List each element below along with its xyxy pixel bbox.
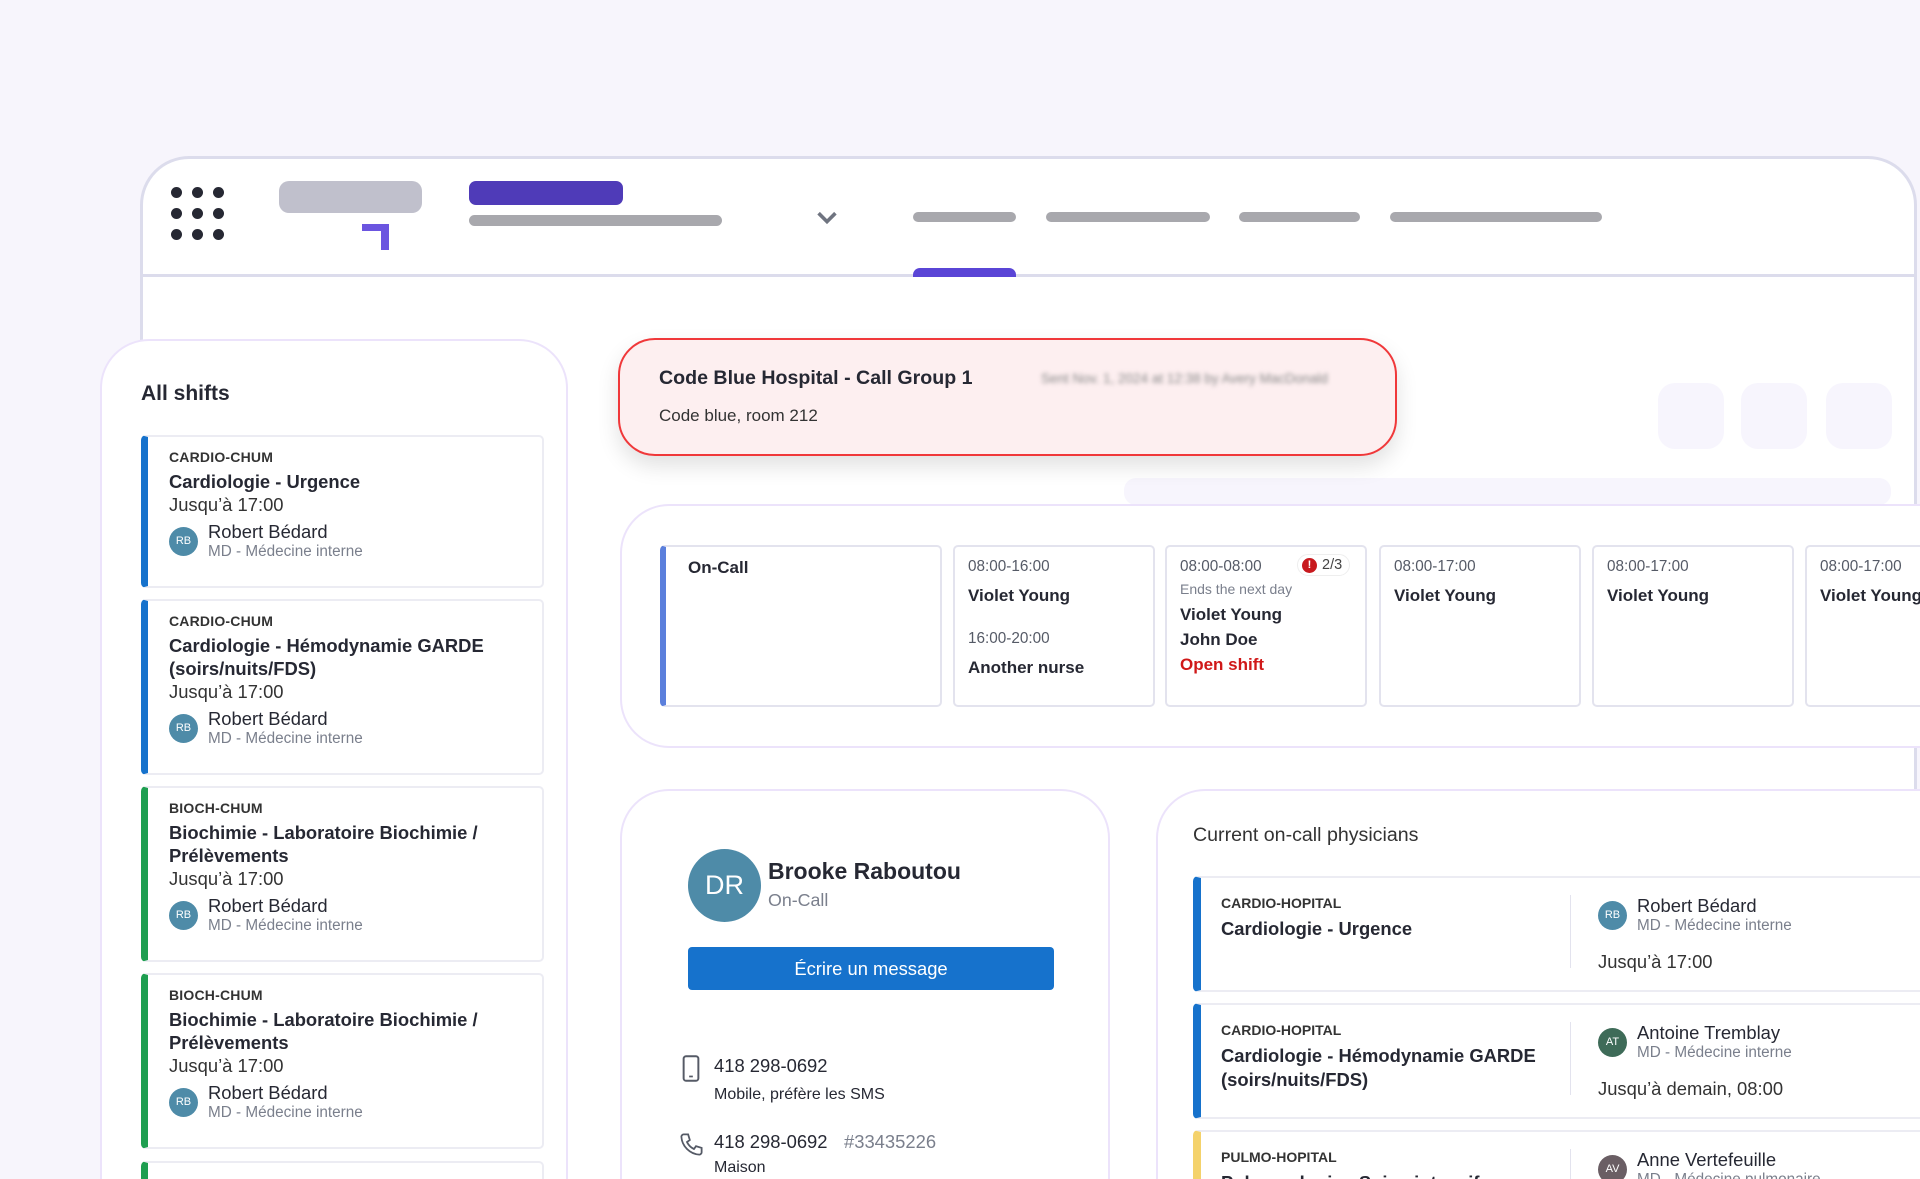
shift-card[interactable]: BIOCH-CHUM Biochimie - Laboratoire Bioch… xyxy=(141,973,544,1149)
on-call-until: Jusqu’à 17:00 xyxy=(1598,951,1713,972)
service-code: PULMO-HOPITAL xyxy=(1221,1149,1337,1165)
nav-tab-3[interactable] xyxy=(1239,212,1360,222)
shift-code: CARDIO-CHUM xyxy=(169,613,274,629)
divider xyxy=(1570,1149,1571,1179)
corner-marker-icon xyxy=(362,224,389,250)
service-code: CARDIO-HOPITAL xyxy=(1221,1022,1342,1038)
physician-role: MD - Médecine interne xyxy=(208,730,363,747)
service-title: Pulmonologie - Soins intensifs xyxy=(1221,1171,1551,1179)
physician-name: Robert Bédard xyxy=(1637,895,1757,916)
physician-name: Robert Bédard xyxy=(208,708,328,729)
row-label: On-Call xyxy=(688,558,749,577)
shift-until: Jusqu’à 17:00 xyxy=(169,494,284,515)
shift-until: Jusqu’à 17:00 xyxy=(169,681,284,702)
open-shift[interactable]: Open shift xyxy=(1180,655,1265,674)
shift-until: Jusqu’à 17:00 xyxy=(169,868,284,889)
physician-role: MD - Médecine interne xyxy=(208,543,363,560)
chevron-down-icon[interactable] xyxy=(815,206,839,230)
shift-code: BIOCH-CHUM xyxy=(169,800,263,816)
contact-status: On-Call xyxy=(768,890,829,910)
toolbar-button-1[interactable] xyxy=(1658,383,1724,449)
shift-cell[interactable]: 08:00-17:00 Violet Young xyxy=(1805,545,1920,707)
shift-title: Biochimie - Laboratoire Biochimie / Prél… xyxy=(169,1009,478,1053)
shift-card[interactable] xyxy=(141,1161,544,1179)
alert-title: Code Blue Hospital - Call Group 1 xyxy=(659,367,973,389)
physician-name: Robert Bédard xyxy=(208,521,328,542)
shift-cell[interactable]: 08:00-17:00 Violet Young xyxy=(1379,545,1581,707)
service-title: Cardiologie - Hémodynamie GARDE (soirs/n… xyxy=(1221,1045,1536,1090)
physician-role: MD - Médecine interne xyxy=(208,1104,363,1121)
alert-icon: ! xyxy=(1302,557,1317,573)
shift-title: Cardiologie - Hémodynamie GARDE (soirs/n… xyxy=(169,635,484,679)
physician-role: MD - Médecine pulmonaire xyxy=(1637,1171,1821,1179)
avatar: RB xyxy=(1598,900,1627,930)
physician-name: Anne Vertefeuille xyxy=(1637,1149,1777,1170)
phone-icon xyxy=(678,1131,705,1163)
physician-row[interactable]: PULMO-HOPITAL Pulmonologie - Soins inten… xyxy=(1193,1130,1920,1179)
all-shifts-title: All shifts xyxy=(141,382,230,405)
shift-until: Jusqu’à 17:00 xyxy=(169,1055,284,1076)
shift-cell[interactable]: 08:00-17:00 Violet Young xyxy=(1592,545,1794,707)
physician-role: MD - Médecine interne xyxy=(1637,1044,1792,1061)
avatar: AT xyxy=(1598,1027,1627,1057)
shift-cell[interactable]: 08:00-16:00 Violet Young 16:00-20:00 Ano… xyxy=(953,545,1155,707)
physician-role: MD - Médecine interne xyxy=(1637,917,1792,934)
service-code: CARDIO-HOPITAL xyxy=(1221,895,1342,911)
physician-role: MD - Médecine interne xyxy=(208,917,363,934)
nav-tab-1[interactable] xyxy=(913,212,1016,222)
on-call-until: Jusqu’à demain, 08:00 xyxy=(1598,1078,1784,1099)
divider xyxy=(1570,1022,1571,1095)
code-blue-alert[interactable]: Code Blue Hospital - Call Group 1 Sent N… xyxy=(618,338,1397,456)
home-number[interactable]: 418 298-0692 xyxy=(714,1131,828,1152)
physician-name: Antoine Tremblay xyxy=(1637,1022,1781,1043)
physician-row[interactable]: CARDIO-HOPITAL Cardiologie - Urgence RB … xyxy=(1193,876,1920,992)
shift-card[interactable]: CARDIO-CHUM Cardiologie - Urgence Jusqu’… xyxy=(141,435,544,588)
contact-name: Brooke Raboutou xyxy=(768,858,961,884)
mobile-phone-icon xyxy=(681,1055,701,1087)
shift-title: Biochimie - Laboratoire Biochimie / Prél… xyxy=(169,822,478,866)
shift-cell[interactable]: 08:00-08:00 ! 2/3 Ends the next day Viol… xyxy=(1165,545,1367,707)
mobile-note: Mobile, préfère les SMS xyxy=(714,1086,885,1103)
toolbar-button-2[interactable] xyxy=(1741,383,1807,449)
physician-row[interactable]: CARDIO-HOPITAL Cardiologie - Hémodynamie… xyxy=(1193,1003,1920,1119)
mobile-number[interactable]: 418 298-0692 xyxy=(714,1055,828,1076)
shift-code: CARDIO-CHUM xyxy=(169,449,274,465)
avatar: RB xyxy=(169,1087,198,1117)
understaffed-badge[interactable]: ! 2/3 xyxy=(1297,554,1351,576)
avatar: RB xyxy=(169,713,198,743)
home-note: Maison xyxy=(714,1159,766,1176)
nav-tab-4[interactable] xyxy=(1390,212,1602,222)
physicians-title: Current on-call physicians xyxy=(1193,824,1419,846)
apps-grid-icon[interactable] xyxy=(171,187,224,240)
avatar: DR xyxy=(688,849,761,922)
toolbar-button-3[interactable] xyxy=(1826,383,1892,449)
avatar: RB xyxy=(169,900,198,930)
shift-code: BIOCH-CHUM xyxy=(169,987,263,1003)
row-label-cell: On-Call xyxy=(660,545,942,707)
org-subtitle-placeholder xyxy=(469,215,722,226)
filter-bar-placeholder xyxy=(1124,478,1891,505)
physician-name: Robert Bédard xyxy=(208,1082,328,1103)
avatar: RB xyxy=(169,526,198,556)
logo-placeholder xyxy=(279,181,422,213)
shift-title: Cardiologie - Urgence xyxy=(169,471,361,492)
shift-card[interactable]: BIOCH-CHUM Biochimie - Laboratoire Bioch… xyxy=(141,786,544,962)
org-name-placeholder[interactable] xyxy=(469,181,623,205)
header-divider xyxy=(140,274,1917,277)
write-message-button[interactable]: Écrire un message xyxy=(688,947,1054,990)
avatar: AV xyxy=(1598,1154,1627,1179)
home-extension: #33435226 xyxy=(844,1131,937,1152)
active-tab-indicator xyxy=(913,268,1016,277)
contact-card: DR Brooke Raboutou On-Call Écrire un mes… xyxy=(620,789,1110,1179)
alert-meta: Sent Nov. 1, 2024 at 12:38 by Avery MacD… xyxy=(1041,371,1328,386)
shift-card[interactable]: CARDIO-CHUM Cardiologie - Hémodynamie GA… xyxy=(141,599,544,775)
physician-name: Robert Bédard xyxy=(208,895,328,916)
service-title: Cardiologie - Urgence xyxy=(1221,918,1413,939)
nav-tab-2[interactable] xyxy=(1046,212,1210,222)
alert-body: Code blue, room 212 xyxy=(659,406,818,425)
divider xyxy=(1570,895,1571,968)
